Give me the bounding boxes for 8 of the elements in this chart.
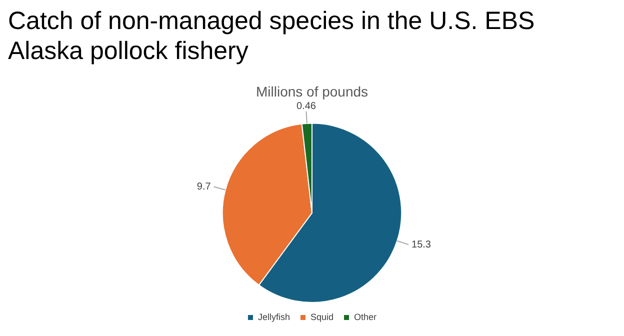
data-label: 15.3 xyxy=(412,239,432,250)
data-label: 0.46 xyxy=(296,101,316,112)
chart-title: Catch of non-managed species in the U.S. EBS Alaska pollock fishery xyxy=(8,6,536,66)
chart-subtitle: Millions of pounds xyxy=(256,83,368,100)
legend-label: Jellyfish xyxy=(258,312,290,322)
data-label: 9.7 xyxy=(196,181,212,192)
legend-label: Other xyxy=(354,312,377,322)
legend-label: Squid xyxy=(310,312,334,322)
